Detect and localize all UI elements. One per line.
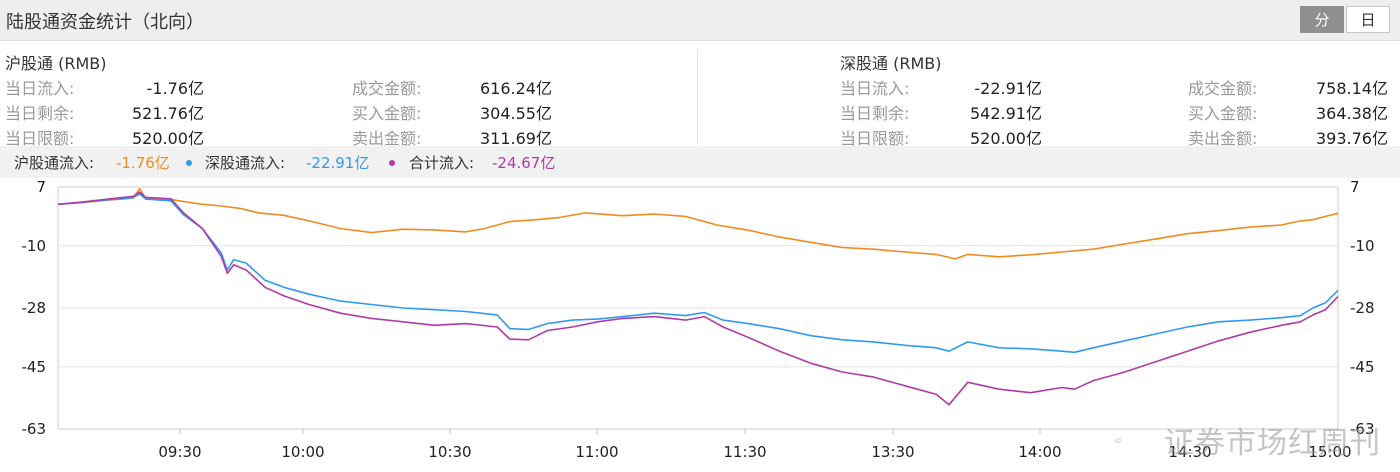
series-line-sh	[57, 187, 1339, 260]
page-title: 陆股通资金统计（北向）	[6, 12, 204, 33]
sh-quota-label: 当日限额:	[5, 129, 75, 148]
legend-sz-label: 深股通流入:	[205, 154, 286, 172]
y-tick-label-left: -45	[22, 358, 47, 376]
watermark-text: 证券市场红周刊	[1164, 426, 1381, 461]
weibo-logo-icon	[1114, 437, 1122, 443]
sz-buy-label: 买入金额:	[1188, 104, 1258, 123]
tab-minute[interactable]: 分	[1300, 6, 1344, 33]
x-tick-label: 09:30	[158, 443, 201, 461]
northbound-flow-chart: 7 7 -10 -10 -28 -28 -45 -45 -63 -63 09:30 10:00 10:3…	[22, 178, 1375, 461]
title-bar	[0, 0, 1400, 41]
sz-remaining-value: 542.91亿	[970, 104, 1042, 123]
sh-buy-label: 买入金额:	[352, 104, 422, 123]
sz-quota-label: 当日限额:	[840, 129, 910, 148]
sz-sell-label: 卖出金额:	[1188, 129, 1258, 148]
legend-sz-dot	[186, 160, 192, 166]
legend-total-label: 合计流入:	[409, 154, 475, 172]
sz-remaining-label: 当日剩余:	[840, 104, 910, 123]
x-tick-label: 13:30	[871, 443, 914, 461]
sz-inflow-value: -22.91亿	[974, 79, 1042, 98]
series-line-sz	[57, 193, 1339, 354]
sz-buy-value: 364.38亿	[1316, 104, 1388, 123]
sh-sell-label: 卖出金额:	[352, 129, 422, 148]
y-tick-label-left: 7	[36, 178, 46, 196]
sh-sell-value: 311.69亿	[480, 129, 552, 148]
x-tick-label: 11:30	[723, 443, 766, 461]
sh-turnover-label: 成交金额:	[352, 79, 422, 98]
sh-inflow-label: 当日流入:	[5, 79, 75, 98]
legend-sh-label: 沪股通流入:	[14, 154, 95, 172]
x-tick-label: 10:00	[281, 443, 324, 461]
y-tick-label-left: -10	[22, 237, 47, 255]
chart-legend	[0, 146, 1400, 178]
sh-turnover-value: 616.24亿	[480, 79, 552, 98]
sh-inflow-value: -1.76亿	[146, 79, 204, 98]
sh-quota-value: 520.00亿	[132, 129, 204, 148]
legend-sz-value: -22.91亿	[306, 154, 370, 172]
x-tick-label: 11:00	[575, 443, 618, 461]
sz-turnover-label: 成交金额:	[1188, 79, 1258, 98]
y-tick-label-left: -63	[22, 420, 47, 438]
panel-divider	[697, 50, 698, 145]
x-tick-label: 14:30	[1168, 443, 1211, 461]
legend-total-dot	[389, 160, 395, 166]
panel-sh-title: 沪股通 (RMB)	[5, 54, 107, 73]
sz-sell-value: 393.76亿	[1316, 129, 1388, 148]
x-tick-label: 14:00	[1018, 443, 1061, 461]
legend-sh-value: -1.76亿	[116, 154, 170, 172]
sh-remaining-label: 当日剩余:	[5, 104, 75, 123]
sz-quota-value: 520.00亿	[970, 129, 1042, 148]
y-tick-label-right: -10	[1350, 237, 1375, 255]
sh-buy-value: 304.55亿	[480, 104, 552, 123]
y-tick-label-right: -63	[1350, 420, 1375, 438]
y-tick-label-right: 7	[1350, 178, 1360, 196]
x-tick-label: 10:30	[428, 443, 471, 461]
y-tick-label-right: -28	[1350, 299, 1375, 317]
sz-turnover-value: 758.14亿	[1316, 79, 1388, 98]
x-tick-label: 15:00	[1308, 443, 1351, 461]
sh-remaining-value: 521.76亿	[132, 104, 204, 123]
series-line-total	[57, 191, 1339, 406]
legend-total-value: -24.67亿	[492, 154, 556, 172]
y-tick-label-right: -45	[1350, 358, 1375, 376]
tab-daily[interactable]: 日	[1346, 6, 1390, 33]
panel-sz-title: 深股通 (RMB)	[840, 54, 942, 73]
sz-inflow-label: 当日流入:	[840, 79, 910, 98]
y-tick-label-left: -28	[22, 299, 47, 317]
